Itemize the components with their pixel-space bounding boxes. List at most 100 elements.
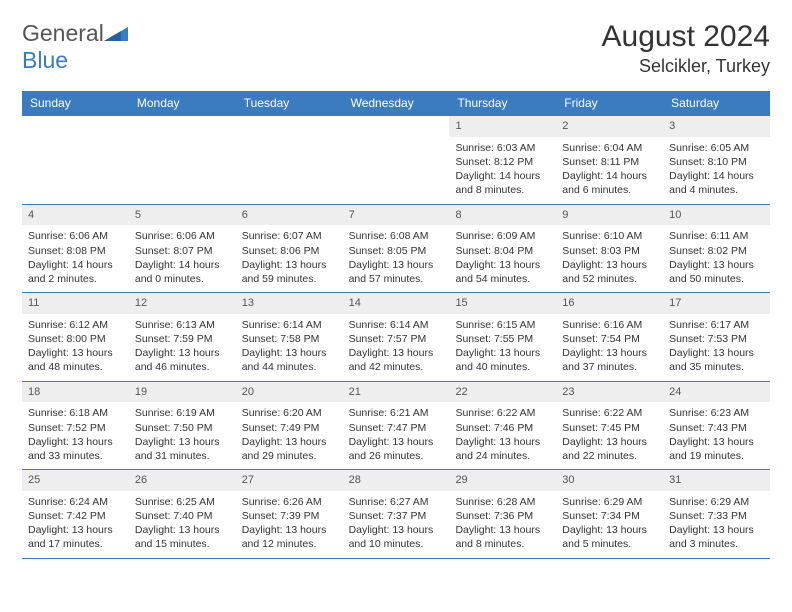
day-content: Sunrise: 6:28 AMSunset: 7:36 PMDaylight:… [449, 491, 556, 558]
day-content: Sunrise: 6:06 AMSunset: 8:08 PMDaylight:… [22, 225, 129, 292]
day-number: 8 [449, 205, 556, 226]
week-row: 18Sunrise: 6:18 AMSunset: 7:52 PMDayligh… [22, 381, 770, 470]
sunrise-text: Sunrise: 6:26 AM [242, 495, 337, 509]
sunrise-text: Sunrise: 6:16 AM [562, 318, 657, 332]
day-content: Sunrise: 6:10 AMSunset: 8:03 PMDaylight:… [556, 225, 663, 292]
sunrise-text: Sunrise: 6:15 AM [455, 318, 550, 332]
logo-text-1: General [22, 20, 104, 46]
day-number: 30 [556, 470, 663, 491]
day-content: Sunrise: 6:03 AMSunset: 8:12 PMDaylight:… [449, 137, 556, 204]
daylight-text: Daylight: 13 hours and 15 minutes. [135, 523, 230, 551]
daylight-text: Daylight: 13 hours and 29 minutes. [242, 435, 337, 463]
week-row: 4Sunrise: 6:06 AMSunset: 8:08 PMDaylight… [22, 204, 770, 293]
day-number: 28 [343, 470, 450, 491]
sunrise-text: Sunrise: 6:18 AM [28, 406, 123, 420]
daylight-text: Daylight: 13 hours and 46 minutes. [135, 346, 230, 374]
daylight-text: Daylight: 13 hours and 10 minutes. [349, 523, 444, 551]
day-number: 27 [236, 470, 343, 491]
sunset-text: Sunset: 8:12 PM [455, 155, 550, 169]
sunset-text: Sunset: 7:34 PM [562, 509, 657, 523]
sunset-text: Sunset: 7:54 PM [562, 332, 657, 346]
day-cell: 20Sunrise: 6:20 AMSunset: 7:49 PMDayligh… [236, 382, 343, 470]
day-number: 12 [129, 293, 236, 314]
daylight-text: Daylight: 13 hours and 31 minutes. [135, 435, 230, 463]
day-cell: 27Sunrise: 6:26 AMSunset: 7:39 PMDayligh… [236, 470, 343, 558]
day-number: 25 [22, 470, 129, 491]
weekday-tuesday: Tuesday [236, 91, 343, 115]
sunset-text: Sunset: 7:47 PM [349, 421, 444, 435]
sunrise-text: Sunrise: 6:29 AM [669, 495, 764, 509]
sunset-text: Sunset: 8:03 PM [562, 244, 657, 258]
daylight-text: Daylight: 14 hours and 2 minutes. [28, 258, 123, 286]
sunrise-text: Sunrise: 6:20 AM [242, 406, 337, 420]
location-label: Selcikler, Turkey [602, 56, 770, 77]
day-content: Sunrise: 6:19 AMSunset: 7:50 PMDaylight:… [129, 402, 236, 469]
day-number: 13 [236, 293, 343, 314]
day-number: 7 [343, 205, 450, 226]
daylight-text: Daylight: 14 hours and 0 minutes. [135, 258, 230, 286]
day-cell: 23Sunrise: 6:22 AMSunset: 7:45 PMDayligh… [556, 382, 663, 470]
calendar-grid: Sunday Monday Tuesday Wednesday Thursday… [22, 91, 770, 559]
sunset-text: Sunset: 7:53 PM [669, 332, 764, 346]
weeks-container: ....1Sunrise: 6:03 AMSunset: 8:12 PMDayl… [22, 115, 770, 559]
month-title: August 2024 [602, 20, 770, 54]
sunset-text: Sunset: 7:52 PM [28, 421, 123, 435]
day-cell: 11Sunrise: 6:12 AMSunset: 8:00 PMDayligh… [22, 293, 129, 381]
weekday-wednesday: Wednesday [343, 91, 450, 115]
day-cell: 6Sunrise: 6:07 AMSunset: 8:06 PMDaylight… [236, 205, 343, 293]
day-content: Sunrise: 6:24 AMSunset: 7:42 PMDaylight:… [22, 491, 129, 558]
daylight-text: Daylight: 13 hours and 12 minutes. [242, 523, 337, 551]
sunrise-text: Sunrise: 6:27 AM [349, 495, 444, 509]
day-number: 6 [236, 205, 343, 226]
day-number: 23 [556, 382, 663, 403]
day-cell: 30 Sunrise: 6:29 AMSunset: 7:34 PMDayligh… [556, 470, 663, 558]
day-cell: 7Sunrise: 6:08 AMSunset: 8:05 PMDaylight… [343, 205, 450, 293]
sunrise-text: Sunrise: 6:17 AM [669, 318, 764, 332]
sunset-text: Sunset: 8:06 PM [242, 244, 337, 258]
daylight-text: Daylight: 13 hours and 33 minutes. [28, 435, 123, 463]
weekday-saturday: Saturday [663, 91, 770, 115]
daylight-text: Daylight: 13 hours and 5 minutes. [562, 523, 657, 551]
day-number: 3 [663, 116, 770, 137]
sunrise-text: Sunrise: 6:14 AM [349, 318, 444, 332]
sunset-text: Sunset: 8:02 PM [669, 244, 764, 258]
sunrise-text: Sunrise: 6:11 AM [669, 229, 764, 243]
day-content: Sunrise: 6:17 AMSunset: 7:53 PMDaylight:… [663, 314, 770, 381]
sunrise-text: Sunrise: 6:08 AM [349, 229, 444, 243]
day-cell: 19Sunrise: 6:19 AMSunset: 7:50 PMDayligh… [129, 382, 236, 470]
day-cell: 5Sunrise: 6:06 AMSunset: 8:07 PMDaylight… [129, 205, 236, 293]
sunrise-text: Sunrise: 6:19 AM [135, 406, 230, 420]
day-cell: . [343, 116, 450, 204]
daylight-text: Daylight: 13 hours and 40 minutes. [455, 346, 550, 374]
day-content: Sunrise: 6:08 AMSunset: 8:05 PMDaylight:… [343, 225, 450, 292]
logo-text: GeneralBlue [22, 20, 128, 74]
sunrise-text: Sunrise: 6:29 AM [562, 495, 657, 509]
daylight-text: Daylight: 13 hours and 26 minutes. [349, 435, 444, 463]
day-content: Sunrise: 6:15 AMSunset: 7:55 PMDaylight:… [449, 314, 556, 381]
sunrise-text: Sunrise: 6:05 AM [669, 141, 764, 155]
day-content: Sunrise: 6:04 AMSunset: 8:11 PMDaylight:… [556, 137, 663, 204]
day-cell: 17Sunrise: 6:17 AMSunset: 7:53 PMDayligh… [663, 293, 770, 381]
day-content: Sunrise: 6:20 AMSunset: 7:49 PMDaylight:… [236, 402, 343, 469]
logo-text-2: Blue [22, 47, 68, 73]
daylight-text: Daylight: 13 hours and 37 minutes. [562, 346, 657, 374]
week-row: 25Sunrise: 6:24 AMSunset: 7:42 PMDayligh… [22, 469, 770, 559]
day-cell: 4Sunrise: 6:06 AMSunset: 8:08 PMDaylight… [22, 205, 129, 293]
day-cell: 29Sunrise: 6:28 AMSunset: 7:36 PMDayligh… [449, 470, 556, 558]
daylight-text: Daylight: 13 hours and 22 minutes. [562, 435, 657, 463]
daylight-text: Daylight: 14 hours and 4 minutes. [669, 169, 764, 197]
sunset-text: Sunset: 7:49 PM [242, 421, 337, 435]
daylight-text: Daylight: 13 hours and 52 minutes. [562, 258, 657, 286]
day-content: Sunrise: 6:09 AMSunset: 8:04 PMDaylight:… [449, 225, 556, 292]
sunrise-text: Sunrise: 6:07 AM [242, 229, 337, 243]
sunrise-text: Sunrise: 6:23 AM [669, 406, 764, 420]
weekday-monday: Monday [129, 91, 236, 115]
week-row: ....1Sunrise: 6:03 AMSunset: 8:12 PMDayl… [22, 115, 770, 204]
sunrise-text: Sunrise: 6:03 AM [455, 141, 550, 155]
sunrise-text: Sunrise: 6:22 AM [455, 406, 550, 420]
sunrise-text: Sunrise: 6:25 AM [135, 495, 230, 509]
day-cell: 16Sunrise: 6:16 AMSunset: 7:54 PMDayligh… [556, 293, 663, 381]
day-number: 21 [343, 382, 450, 403]
day-cell: 24Sunrise: 6:23 AMSunset: 7:43 PMDayligh… [663, 382, 770, 470]
daylight-text: Daylight: 13 hours and 54 minutes. [455, 258, 550, 286]
